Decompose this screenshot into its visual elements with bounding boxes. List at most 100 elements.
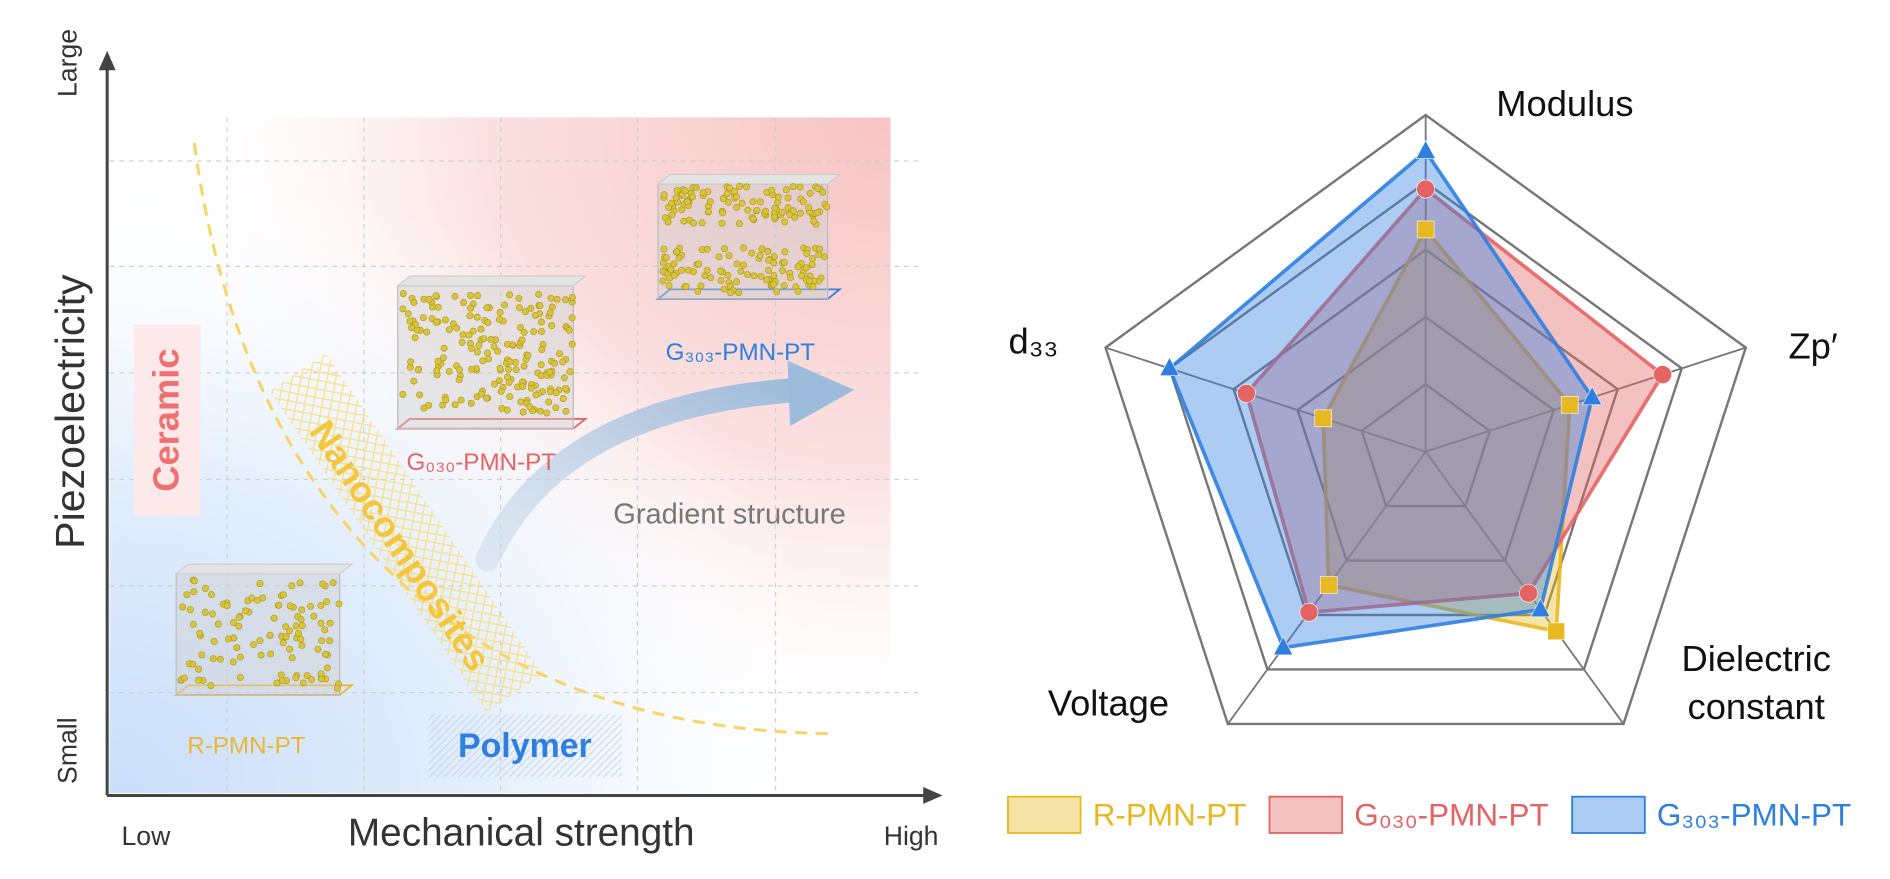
particle	[506, 291, 514, 299]
arrow-head	[787, 360, 855, 427]
particle	[288, 654, 296, 662]
particle	[719, 209, 727, 217]
particle	[659, 277, 667, 285]
particle	[480, 335, 488, 342]
particle	[326, 619, 334, 627]
grid-ring	[1232, 248, 1620, 617]
particle	[681, 187, 689, 195]
particle	[266, 631, 274, 639]
particle	[553, 295, 561, 303]
particle	[286, 627, 293, 635]
particle	[802, 264, 810, 272]
particle	[195, 676, 202, 684]
particle	[519, 383, 527, 391]
particle	[466, 292, 474, 299]
particle	[537, 372, 545, 380]
marker	[1547, 622, 1566, 641]
particle	[317, 602, 325, 610]
particle	[784, 194, 792, 202]
particle	[487, 336, 495, 343]
particle	[724, 198, 732, 206]
particle	[498, 404, 506, 412]
particle	[333, 684, 341, 692]
sample-box	[655, 173, 843, 300]
particle	[552, 404, 560, 412]
particle	[321, 626, 329, 634]
particle	[441, 316, 449, 324]
particle	[250, 641, 257, 649]
particle	[552, 389, 560, 397]
particle	[321, 650, 329, 658]
particle	[705, 208, 712, 215]
particle	[335, 600, 343, 608]
particle	[748, 249, 756, 257]
particle	[689, 193, 697, 201]
particle	[763, 276, 771, 284]
particle	[535, 290, 543, 298]
particle	[504, 340, 511, 348]
particle	[406, 317, 414, 325]
legend-label: G₃₀₃-PMN-PT	[1657, 798, 1851, 833]
particle	[699, 189, 707, 197]
particle	[317, 670, 325, 678]
particle	[404, 310, 412, 318]
particle	[680, 217, 688, 225]
x-low-label: Low	[121, 821, 171, 851]
particle	[318, 637, 326, 645]
particle	[796, 183, 804, 191]
axis-label-box: Modulus	[1496, 85, 1633, 125]
sample-label: R-PMN-PT	[187, 732, 306, 759]
particle	[774, 193, 782, 201]
particle	[442, 396, 450, 404]
particle	[799, 198, 807, 206]
particle	[736, 182, 744, 190]
particle	[566, 368, 574, 376]
particle	[494, 347, 501, 355]
particle	[744, 206, 752, 214]
particle	[519, 408, 527, 416]
particle	[474, 292, 482, 300]
particle	[512, 366, 520, 374]
polymer-label: Polymer	[458, 727, 592, 765]
particle	[420, 404, 428, 412]
particle	[497, 388, 505, 395]
particle	[682, 283, 690, 290]
particle	[781, 248, 789, 256]
particle	[562, 296, 570, 304]
particle	[718, 219, 726, 227]
particle	[475, 341, 483, 349]
particle	[808, 261, 816, 268]
particle	[546, 388, 554, 396]
particle	[477, 325, 485, 333]
particle	[326, 637, 334, 645]
particle	[189, 660, 197, 668]
particle	[526, 403, 534, 411]
particle	[546, 309, 554, 317]
legend-label: G₀₃₀-PMN-PT	[1354, 798, 1549, 833]
particle	[183, 591, 191, 599]
particle	[410, 299, 418, 306]
particle	[432, 292, 440, 300]
particle	[230, 619, 237, 627]
y-axis-label: Piezoelectricity	[47, 274, 93, 549]
sample-boxes	[173, 173, 843, 696]
particle	[399, 390, 407, 398]
particle	[270, 614, 278, 622]
particle	[703, 245, 711, 253]
y-high-label: Large	[53, 29, 83, 97]
particle	[556, 350, 564, 358]
particle	[256, 637, 264, 645]
particle	[288, 582, 296, 590]
particle	[727, 289, 734, 297]
particle	[562, 385, 570, 392]
legend-swatch	[1571, 795, 1646, 834]
particle	[698, 219, 706, 227]
particle	[425, 295, 433, 303]
particle	[256, 580, 264, 587]
particle	[465, 331, 473, 339]
particle	[667, 265, 675, 273]
particle	[484, 319, 492, 327]
particle	[416, 391, 424, 399]
series-area	[1244, 186, 1665, 615]
